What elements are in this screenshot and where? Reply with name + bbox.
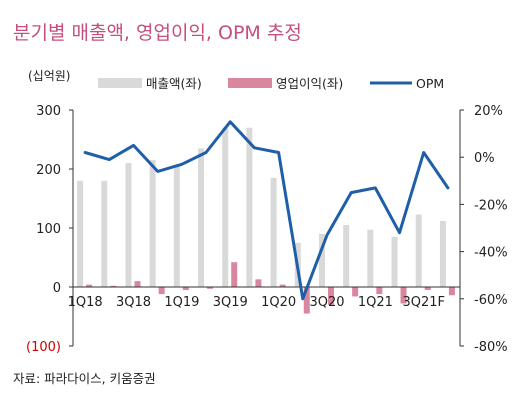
opm-line (83, 120, 450, 301)
sales-bar (222, 127, 229, 287)
operating-profit-bar (207, 287, 214, 289)
source-note: 자료: 파라다이스, 키움증권 (13, 371, 156, 386)
sales-bar (77, 180, 84, 287)
operating-profit-bar (279, 284, 286, 287)
operating-profit-bar (352, 287, 359, 297)
sales-bar (367, 229, 374, 287)
x-tick-label: 3Q21F (402, 295, 445, 310)
left-tick-label: 100 (36, 222, 61, 237)
x-tick-label: 3Q20 (309, 295, 344, 310)
left-tick-label: 0 (53, 281, 61, 296)
sales-bar (246, 127, 253, 287)
sales-bar (391, 236, 398, 287)
legend-swatch-operating-profit (228, 78, 272, 88)
x-tick-label: 3Q19 (213, 295, 248, 310)
plot-area: 300 200 100 0 (100) 20% 0% -20% -40% -60% -80% 1Q18… (26, 104, 508, 355)
right-tick-label: -60% (474, 293, 508, 308)
sales-bar (318, 233, 325, 287)
sales-bar (149, 160, 156, 287)
operating-profit-bar (448, 287, 455, 296)
left-tick-label: 300 (36, 104, 61, 119)
legend: 매출액(좌) 영업이익(좌) OPM (98, 76, 444, 91)
sales-bar (439, 220, 446, 287)
operating-profit-bar (400, 287, 407, 304)
operating-profit-bar (134, 281, 141, 287)
operating-profit-bar (231, 262, 238, 287)
operating-profit-bar (158, 287, 165, 295)
operating-profit-bar (327, 287, 334, 305)
sales-bar (198, 148, 205, 287)
operating-profit-bar (255, 279, 262, 287)
operating-profit-bar (86, 284, 93, 287)
sales-bar (270, 177, 277, 287)
sales-bar (125, 163, 132, 287)
legend-label-opm: OPM (416, 76, 444, 91)
left-tick-label: 200 (36, 163, 61, 178)
right-tick-label: -80% (474, 340, 508, 355)
x-tick-label: 1Q19 (164, 295, 199, 310)
x-tick-label: 1Q21 (358, 295, 393, 310)
operating-profit-bar (110, 285, 117, 287)
chart-title: 분기별 매출액, 영업이익, OPM 추정 (13, 22, 302, 44)
right-tick-label: -20% (474, 198, 508, 213)
sales-bar (173, 166, 180, 287)
right-tick-label: -40% (474, 246, 508, 261)
sales-bar (415, 214, 422, 287)
y-axis-unit-label: (십억원) (28, 69, 70, 83)
right-tick-label: 20% (474, 104, 503, 119)
operating-profit-bar (182, 287, 189, 290)
operating-profit-bar (376, 287, 383, 295)
x-tick-label: 1Q18 (68, 295, 103, 310)
operating-profit-bar (303, 287, 310, 314)
legend-label-sales: 매출액(좌) (146, 76, 202, 91)
left-tick-label: (100) (26, 340, 61, 355)
x-tick-label: 3Q18 (116, 295, 151, 310)
legend-swatch-sales (98, 78, 142, 88)
operating-profit-bar (424, 287, 431, 290)
sales-bar (101, 180, 108, 287)
sales-bar (343, 225, 350, 287)
right-tick-label: 0% (474, 151, 495, 166)
x-tick-label: 1Q20 (261, 295, 296, 310)
legend-label-operating-profit: 영업이익(좌) (276, 76, 343, 91)
